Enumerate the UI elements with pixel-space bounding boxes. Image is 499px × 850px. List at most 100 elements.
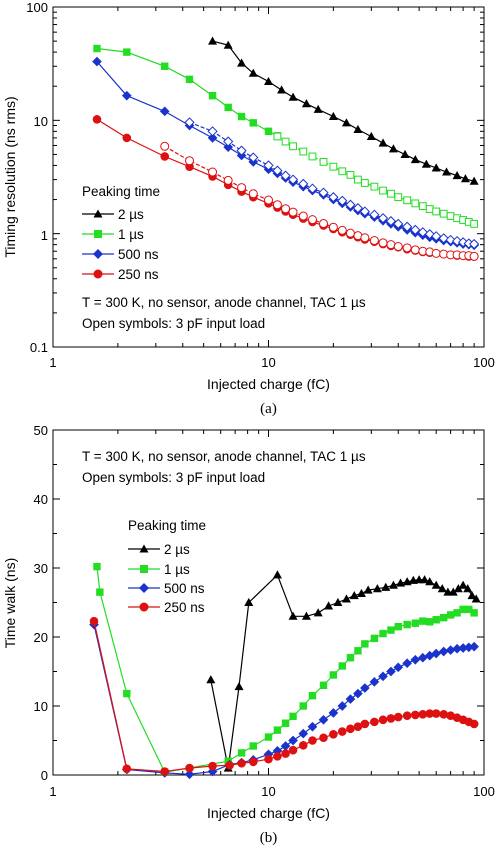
data-point — [121, 90, 132, 101]
data-point — [443, 587, 453, 596]
data-point — [437, 584, 447, 593]
data-point — [337, 701, 348, 711]
legend-label-b-250ns: 250 ns — [164, 600, 205, 615]
data-point — [469, 176, 479, 185]
series-line — [96, 61, 475, 246]
data-point — [280, 170, 291, 181]
data-point — [249, 119, 257, 127]
data-point — [185, 75, 194, 84]
legend-item-b-1us: 1 µs — [128, 562, 190, 577]
data-point — [159, 106, 170, 117]
data-point — [288, 207, 298, 217]
open-symbols-note-b: Open symbols: 3 pF input load — [82, 470, 265, 485]
data-point — [408, 575, 418, 584]
y-tick-label-b-0: 0 — [41, 768, 48, 783]
data-point — [307, 215, 317, 225]
x-axis-label-a: Injected charge (fC) — [207, 376, 330, 392]
data-point — [431, 163, 441, 172]
x-axis-label-b: Injected charge (fC) — [207, 805, 330, 821]
data-point — [432, 616, 440, 624]
data-point — [333, 597, 343, 606]
conditions-note-a: T = 300 K, no sensor, anode channel, TAC… — [82, 295, 366, 310]
data-point — [431, 580, 441, 589]
data-point — [298, 728, 309, 739]
data-point — [470, 219, 479, 228]
data-point — [223, 136, 234, 147]
data-point — [248, 189, 258, 199]
data-point — [369, 209, 380, 220]
data-point — [417, 227, 428, 238]
data-point — [346, 724, 355, 734]
data-point — [337, 727, 347, 736]
legend-marker-circle — [93, 269, 103, 279]
legend-marker-square — [94, 230, 102, 238]
x-tick-label-a-100: 100 — [473, 355, 495, 370]
y-tick-label-b-30: 30 — [34, 561, 48, 576]
series-group-b — [89, 562, 481, 780]
data-point — [96, 588, 104, 596]
data-point — [299, 702, 307, 710]
data-point — [353, 688, 363, 699]
data-point — [356, 588, 366, 598]
series-line — [96, 566, 475, 773]
data-point — [319, 157, 328, 166]
data-point — [244, 597, 254, 606]
data-point — [318, 187, 329, 198]
data-point — [341, 118, 351, 127]
data-point — [237, 758, 246, 768]
series-500-ns-3-pf — [184, 117, 480, 250]
data-point — [207, 126, 218, 137]
data-point — [273, 752, 282, 761]
series-1-s-3-pf — [273, 132, 479, 228]
data-point — [446, 212, 455, 220]
data-point — [470, 609, 478, 617]
data-point — [431, 231, 442, 242]
data-point — [281, 137, 290, 146]
data-point — [289, 142, 297, 151]
data-point — [445, 234, 456, 246]
series-line — [96, 47, 278, 137]
legend-label-a-2us: 2 µs — [118, 207, 144, 222]
data-point — [264, 127, 273, 136]
data-point — [298, 178, 309, 189]
legend-marker-circle — [139, 602, 149, 612]
data-point — [281, 749, 290, 758]
data-point — [224, 103, 232, 112]
data-point — [273, 726, 282, 734]
data-point — [411, 710, 420, 720]
data-point — [161, 62, 169, 70]
data-point — [345, 694, 356, 704]
data-point — [452, 171, 462, 180]
data-point — [458, 580, 468, 589]
data-point — [313, 608, 323, 617]
data-point — [307, 183, 318, 194]
data-point — [287, 174, 299, 185]
data-point — [411, 619, 420, 627]
series-250-ns — [89, 616, 479, 776]
data-point — [123, 689, 131, 698]
data-point — [264, 754, 273, 764]
data-point — [431, 248, 441, 258]
x-tick-label-a-1: 1 — [49, 355, 56, 370]
data-point — [354, 647, 362, 655]
data-point — [324, 601, 334, 610]
data-point — [402, 577, 412, 586]
x-tick-label-b-10: 10 — [261, 784, 275, 799]
data-point — [451, 235, 463, 247]
data-point — [370, 634, 379, 643]
data-point — [208, 167, 218, 177]
data-point — [385, 216, 397, 227]
series-2-s — [208, 36, 479, 185]
data-point — [410, 245, 420, 255]
data-point — [360, 179, 369, 187]
y-tick-label-a-1: 1 — [41, 228, 48, 243]
data-point — [92, 115, 102, 124]
data-point — [349, 590, 359, 600]
y-tick-label-a-100: 100 — [26, 0, 48, 15]
legend-marker-triangle — [93, 209, 103, 218]
data-point — [264, 733, 273, 741]
data-point — [298, 741, 308, 750]
data-point — [237, 112, 246, 121]
legend-title-b: Peaking time — [128, 518, 206, 533]
